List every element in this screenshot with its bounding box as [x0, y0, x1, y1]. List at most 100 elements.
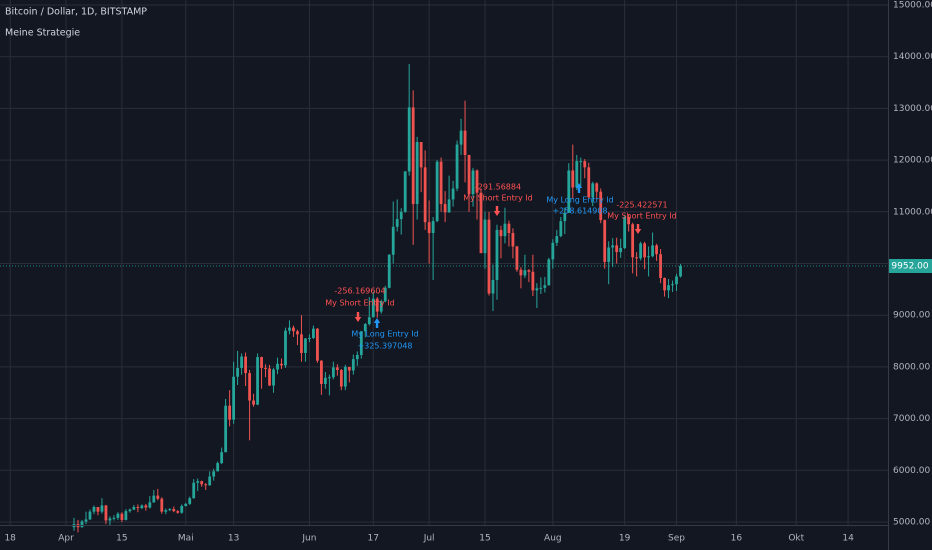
candle-body	[124, 511, 128, 520]
candle-body	[499, 229, 503, 237]
y-tick-label: 5000.00	[893, 518, 930, 528]
y-tick-label: 7000.00	[893, 414, 930, 424]
candle-body	[487, 219, 491, 294]
candle-body	[555, 236, 559, 243]
candle-body	[323, 377, 327, 384]
last-price-box	[889, 258, 932, 273]
x-tick-label: Okt	[788, 534, 804, 544]
candle-body	[583, 161, 587, 168]
grid	[0, 0, 888, 525]
candle-body	[631, 224, 635, 258]
x-tick-label: 19	[619, 534, 631, 544]
y-tick-label: 12000.00	[893, 156, 932, 166]
candle-body	[112, 517, 116, 519]
candle-body	[391, 226, 395, 255]
candle-body	[407, 107, 411, 172]
candle-body	[160, 498, 164, 512]
candle-body	[403, 171, 407, 212]
candle-body	[212, 471, 216, 477]
x-tick-label: 18	[4, 534, 16, 544]
candle-body	[531, 271, 535, 291]
candle-body	[184, 503, 188, 506]
candle-body	[347, 366, 351, 371]
signal-label: My Long Entry Id	[351, 330, 418, 339]
candle-body	[587, 167, 591, 198]
candle-body	[451, 188, 455, 200]
candle-body	[423, 167, 427, 223]
x-tick-label: Apr	[58, 534, 74, 544]
candle-body	[280, 363, 283, 366]
candle-body	[443, 204, 447, 213]
candle-body	[100, 505, 104, 512]
x-tick-label: Jul	[423, 534, 435, 544]
candle-body	[395, 219, 399, 227]
candle-body	[387, 254, 391, 288]
x-tick-label: 15	[116, 534, 127, 544]
candle-body	[455, 144, 459, 189]
candle-body	[355, 355, 359, 360]
candle-body	[671, 284, 674, 286]
signal-profit: +258.614908	[552, 207, 607, 216]
x-tick-label: 13	[228, 534, 239, 544]
candle-body	[168, 509, 172, 511]
candle-body	[595, 183, 599, 192]
candle-body	[535, 288, 539, 291]
candle-body	[563, 212, 567, 222]
candle-body	[491, 280, 495, 294]
candle-body	[639, 243, 643, 259]
y-tick-label: 13000.00	[893, 104, 932, 114]
candle-body	[527, 270, 531, 272]
candle-body	[256, 357, 259, 405]
candle-body	[579, 161, 583, 163]
candle-body	[475, 170, 479, 193]
candle-body	[308, 337, 311, 339]
candle-body	[571, 170, 575, 188]
candle-body	[320, 360, 323, 384]
candle-body	[88, 511, 92, 520]
candle-body	[248, 373, 251, 401]
candle-body	[603, 220, 607, 262]
candle-body	[116, 513, 120, 518]
candle-body	[663, 277, 666, 291]
candle-body	[411, 107, 415, 205]
candle-body	[667, 285, 670, 291]
signals: -256.169604 My Short Entry Id My Long Entr…	[325, 183, 676, 351]
candle-body	[327, 377, 331, 379]
candle-body	[467, 154, 471, 195]
candle-body	[435, 161, 439, 222]
candle-body	[399, 211, 403, 220]
candle-body	[228, 405, 232, 420]
candle-body	[304, 338, 307, 353]
candle-body	[148, 502, 152, 508]
candle-body	[216, 463, 220, 472]
candle-body	[260, 357, 263, 368]
candle-body	[335, 367, 339, 371]
candle-body	[232, 376, 236, 420]
candle-body	[200, 481, 204, 485]
candle-body	[383, 287, 387, 302]
candle-body	[447, 199, 451, 213]
signal-profit: -291.56884	[475, 183, 521, 192]
candle-body	[655, 245, 658, 255]
candle-body	[415, 142, 419, 205]
candle-body	[375, 298, 379, 312]
candle-body	[300, 334, 303, 353]
candle-body	[292, 327, 295, 332]
candle-body	[523, 270, 527, 276]
y-tick-label: 15000.00	[893, 1, 932, 11]
x-tick-label: Sep	[668, 534, 685, 544]
candle-body	[607, 247, 611, 262]
candle-body	[208, 476, 212, 486]
candle-body	[339, 370, 343, 387]
candle-body	[619, 247, 623, 253]
candle-body	[507, 223, 511, 234]
x-tick-label: Jun	[301, 534, 316, 544]
candle-body	[371, 298, 375, 318]
candle-body	[439, 161, 443, 205]
candle-body	[264, 367, 267, 369]
y-tick-label: 8000.00	[893, 362, 930, 372]
candle-body	[635, 257, 639, 259]
signal-label: My Short Entry Id	[463, 194, 532, 203]
candle-body	[483, 219, 487, 254]
